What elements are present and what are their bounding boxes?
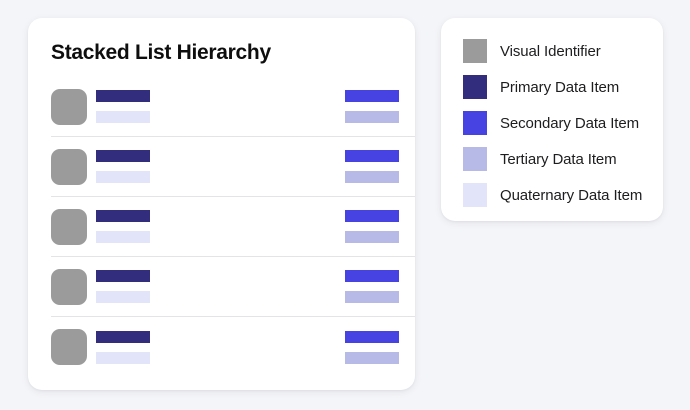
left-bar-stack — [96, 330, 150, 364]
left-bar-stack — [96, 150, 150, 183]
primary-data-bar — [96, 330, 150, 343]
legend-item: Quaternary Data Item — [463, 183, 663, 207]
legend-item: Primary Data Item — [463, 75, 663, 99]
secondary-data-bar — [345, 210, 399, 222]
left-bar-stack — [96, 210, 150, 243]
visual-identifier-avatar — [51, 208, 87, 245]
quaternary-data-bar — [96, 351, 150, 364]
primary-data-bar — [96, 270, 150, 282]
page-title: Stacked List Hierarchy — [51, 41, 271, 64]
legend-item-label: Tertiary Data Item — [500, 150, 617, 168]
right-bar-stack — [345, 210, 399, 243]
legend-item-label: Quaternary Data Item — [500, 186, 643, 204]
quaternary-data-bar — [96, 291, 150, 303]
secondary-data-bar — [345, 150, 399, 162]
legend-swatch — [463, 75, 487, 99]
right-bar-stack — [345, 330, 399, 364]
secondary-data-bar — [345, 270, 399, 282]
list-item[interactable] — [51, 317, 415, 377]
primary-data-bar — [96, 150, 150, 162]
tertiary-data-bar — [345, 351, 399, 364]
quaternary-data-bar — [96, 111, 150, 123]
visual-identifier-avatar — [51, 268, 87, 305]
left-bar-stack — [96, 90, 150, 123]
legend-card: Visual Identifier Primary Data Item Seco… — [441, 18, 663, 221]
legend-item-label: Primary Data Item — [500, 78, 620, 96]
right-bar-stack — [345, 150, 399, 183]
stacked-list — [28, 77, 415, 377]
tertiary-data-bar — [345, 291, 399, 303]
legend-item: Tertiary Data Item — [463, 147, 663, 171]
legend-item-label: Secondary Data Item — [500, 114, 640, 132]
legend-swatch — [463, 111, 487, 135]
legend-item: Secondary Data Item — [463, 111, 663, 135]
list-item[interactable] — [51, 77, 415, 137]
legend-item-label: Visual Identifier — [500, 42, 601, 60]
quaternary-data-bar — [96, 231, 150, 243]
visual-identifier-avatar — [51, 148, 87, 185]
stacked-list-card: Stacked List Hierarchy — [28, 18, 415, 390]
left-bar-stack — [96, 270, 150, 303]
right-bar-stack — [345, 270, 399, 303]
legend-swatch — [463, 147, 487, 171]
visual-identifier-avatar — [51, 88, 87, 125]
legend-item: Visual Identifier — [463, 39, 663, 63]
quaternary-data-bar — [96, 171, 150, 183]
list-item[interactable] — [51, 257, 415, 317]
tertiary-data-bar — [345, 231, 399, 243]
right-bar-stack — [345, 90, 399, 123]
tertiary-data-bar — [345, 111, 399, 123]
tertiary-data-bar — [345, 171, 399, 183]
list-item[interactable] — [51, 197, 415, 257]
legend-swatch — [463, 39, 487, 63]
secondary-data-bar — [345, 90, 399, 102]
list-item[interactable] — [51, 137, 415, 197]
secondary-data-bar — [345, 330, 399, 343]
legend-swatch — [463, 183, 487, 207]
primary-data-bar — [96, 90, 150, 102]
visual-identifier-avatar — [51, 329, 87, 365]
primary-data-bar — [96, 210, 150, 222]
